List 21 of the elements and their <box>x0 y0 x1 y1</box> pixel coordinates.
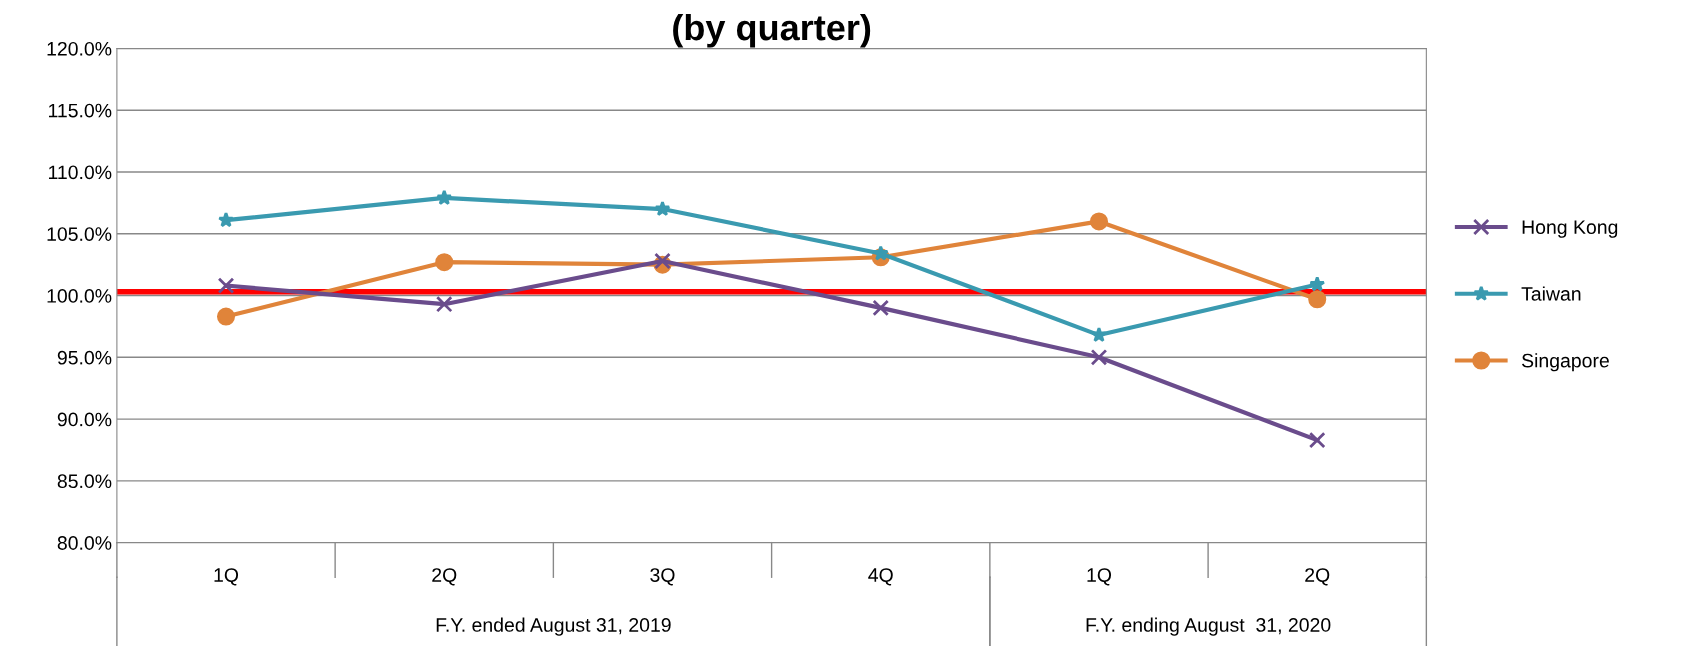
legend-label: Singapore <box>1521 353 1609 372</box>
y-tick-label: 110.0% <box>49 165 112 180</box>
y-tick-label: 80.0% <box>57 536 112 550</box>
x-tick-label: 1Q <box>1087 568 1112 586</box>
y-tick-label: 85.0% <box>57 474 112 489</box>
y-tick-label: 120.0% <box>47 41 112 56</box>
text: F.Y. ended August 31, 2019 <box>436 617 671 636</box>
x-tick-label: 3Q <box>650 568 675 586</box>
legend-label: Taiwan <box>1521 286 1581 301</box>
chart-title: (by quarter) <box>673 13 871 48</box>
y-tick-label: 100.0% <box>47 289 112 303</box>
text: F.Y. ending August 31, 2020 <box>1086 617 1331 636</box>
x-tick-label: 2Q <box>432 568 457 586</box>
x-tick-label: 4Q <box>868 568 893 586</box>
x-tick-label: 2Q <box>1305 568 1330 586</box>
y-tick-label: 115.0% <box>49 103 112 118</box>
y-tick-label: 105.0% <box>47 227 112 242</box>
x-tick-label: 1Q <box>214 568 239 586</box>
legend-label: Hong Kong <box>1522 220 1618 238</box>
y-tick-label: 90.0% <box>57 412 112 427</box>
y-tick-label: 95.0% <box>57 350 112 365</box>
